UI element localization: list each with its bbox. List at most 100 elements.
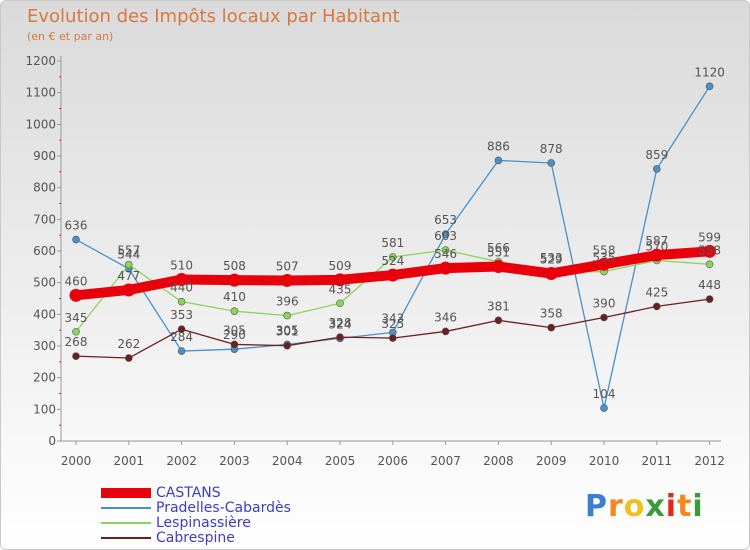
data-point — [72, 352, 80, 360]
data-label: 558 — [698, 243, 721, 257]
legend-label: Lespinassière — [156, 515, 251, 531]
data-label: 346 — [434, 310, 457, 324]
chart-subtitle: (en € et par an) — [27, 30, 114, 43]
data-label: 551 — [487, 246, 510, 260]
data-point — [650, 248, 664, 262]
data-label: 345 — [65, 311, 88, 325]
data-label: 343 — [381, 311, 404, 325]
data-point — [705, 295, 714, 303]
data-label: 284 — [170, 330, 193, 344]
data-label: 381 — [487, 299, 510, 313]
data-point — [652, 165, 661, 173]
data-label: 290 — [223, 328, 246, 342]
data-label: 886 — [487, 139, 510, 153]
data-label: 533 — [540, 251, 563, 265]
x-tick-label: 2009 — [536, 454, 567, 468]
x-tick-label: 2011 — [642, 454, 673, 468]
data-point — [72, 235, 80, 244]
data-label: 546 — [434, 247, 457, 261]
data-point — [494, 316, 503, 325]
data-label: 544 — [117, 248, 140, 262]
data-label: 268 — [65, 335, 88, 349]
chart-title: Evolution des Impôts locaux par Habitant — [27, 6, 400, 27]
data-point — [69, 288, 83, 302]
data-label: 353 — [170, 308, 193, 322]
data-label: 396 — [276, 295, 299, 309]
y-tick-label: 300 — [33, 339, 56, 353]
data-point — [230, 307, 239, 315]
data-point — [177, 325, 186, 334]
data-label: 509 — [329, 259, 352, 273]
data-point — [600, 313, 608, 322]
data-point — [388, 253, 397, 261]
data-label: 878 — [540, 142, 563, 156]
data-point — [441, 230, 450, 239]
x-tick-label: 2005 — [325, 454, 356, 468]
data-point — [544, 266, 558, 280]
data-label: 440 — [170, 281, 193, 295]
data-point — [597, 257, 611, 271]
x-tick-label: 2002 — [166, 454, 197, 468]
data-label: 653 — [434, 213, 457, 227]
data-label: 507 — [276, 259, 299, 273]
data-point — [336, 333, 344, 341]
y-tick-label: 1200 — [25, 54, 56, 68]
logo-letter: i — [665, 489, 678, 524]
data-point — [336, 299, 344, 308]
data-point — [547, 159, 556, 167]
legend-swatch — [101, 537, 151, 539]
data-label: 448 — [698, 278, 721, 292]
data-point — [177, 347, 186, 355]
data-label: 1120 — [694, 65, 725, 79]
x-tick-label: 2012 — [694, 454, 725, 468]
data-label: 636 — [65, 219, 88, 233]
legend-swatch — [101, 522, 151, 524]
data-point — [280, 273, 294, 287]
x-tick-label: 2004 — [272, 454, 303, 468]
y-tick-label: 1100 — [25, 86, 56, 100]
data-point — [705, 260, 714, 269]
logo-letter: t — [677, 489, 693, 524]
data-point — [441, 246, 450, 254]
data-label: 587 — [645, 234, 668, 248]
data-point — [494, 156, 503, 165]
data-label: 558 — [593, 243, 616, 257]
data-point — [177, 297, 186, 306]
data-point — [125, 354, 133, 362]
data-label: 535 — [593, 251, 616, 265]
x-tick-label: 2003 — [219, 454, 250, 468]
data-label: 410 — [223, 290, 246, 304]
data-point — [652, 302, 661, 311]
x-tick-label: 2006 — [378, 454, 409, 468]
data-label: 524 — [381, 254, 404, 268]
data-label: 305 — [223, 323, 246, 337]
data-label: 305 — [276, 323, 299, 337]
data-label: 570 — [645, 240, 668, 254]
data-point — [227, 273, 241, 287]
logo-letter: i — [692, 489, 704, 524]
legend-item: Lespinassière — [101, 515, 251, 531]
logo-letter: x — [645, 489, 666, 524]
data-label: 390 — [593, 297, 616, 311]
data-label: 599 — [698, 230, 721, 244]
data-point — [600, 404, 608, 412]
x-tick-label: 2010 — [589, 454, 620, 468]
data-point — [230, 340, 239, 349]
logo-letter: r — [608, 489, 624, 524]
data-label: 510 — [170, 259, 193, 273]
data-label: 435 — [329, 282, 352, 296]
data-point — [283, 311, 292, 320]
legend-label: Pradelles-Cabardès — [156, 500, 291, 516]
data-label: 581 — [381, 236, 404, 250]
y-tick-label: 500 — [33, 276, 56, 290]
legend-item: Cabrespine — [101, 530, 235, 546]
data-point — [175, 273, 189, 286]
data-label: 566 — [487, 241, 510, 255]
data-label: 603 — [434, 229, 457, 243]
data-label: 859 — [645, 148, 668, 162]
data-point — [122, 283, 136, 297]
data-point — [705, 82, 714, 91]
data-label: 358 — [540, 307, 563, 321]
